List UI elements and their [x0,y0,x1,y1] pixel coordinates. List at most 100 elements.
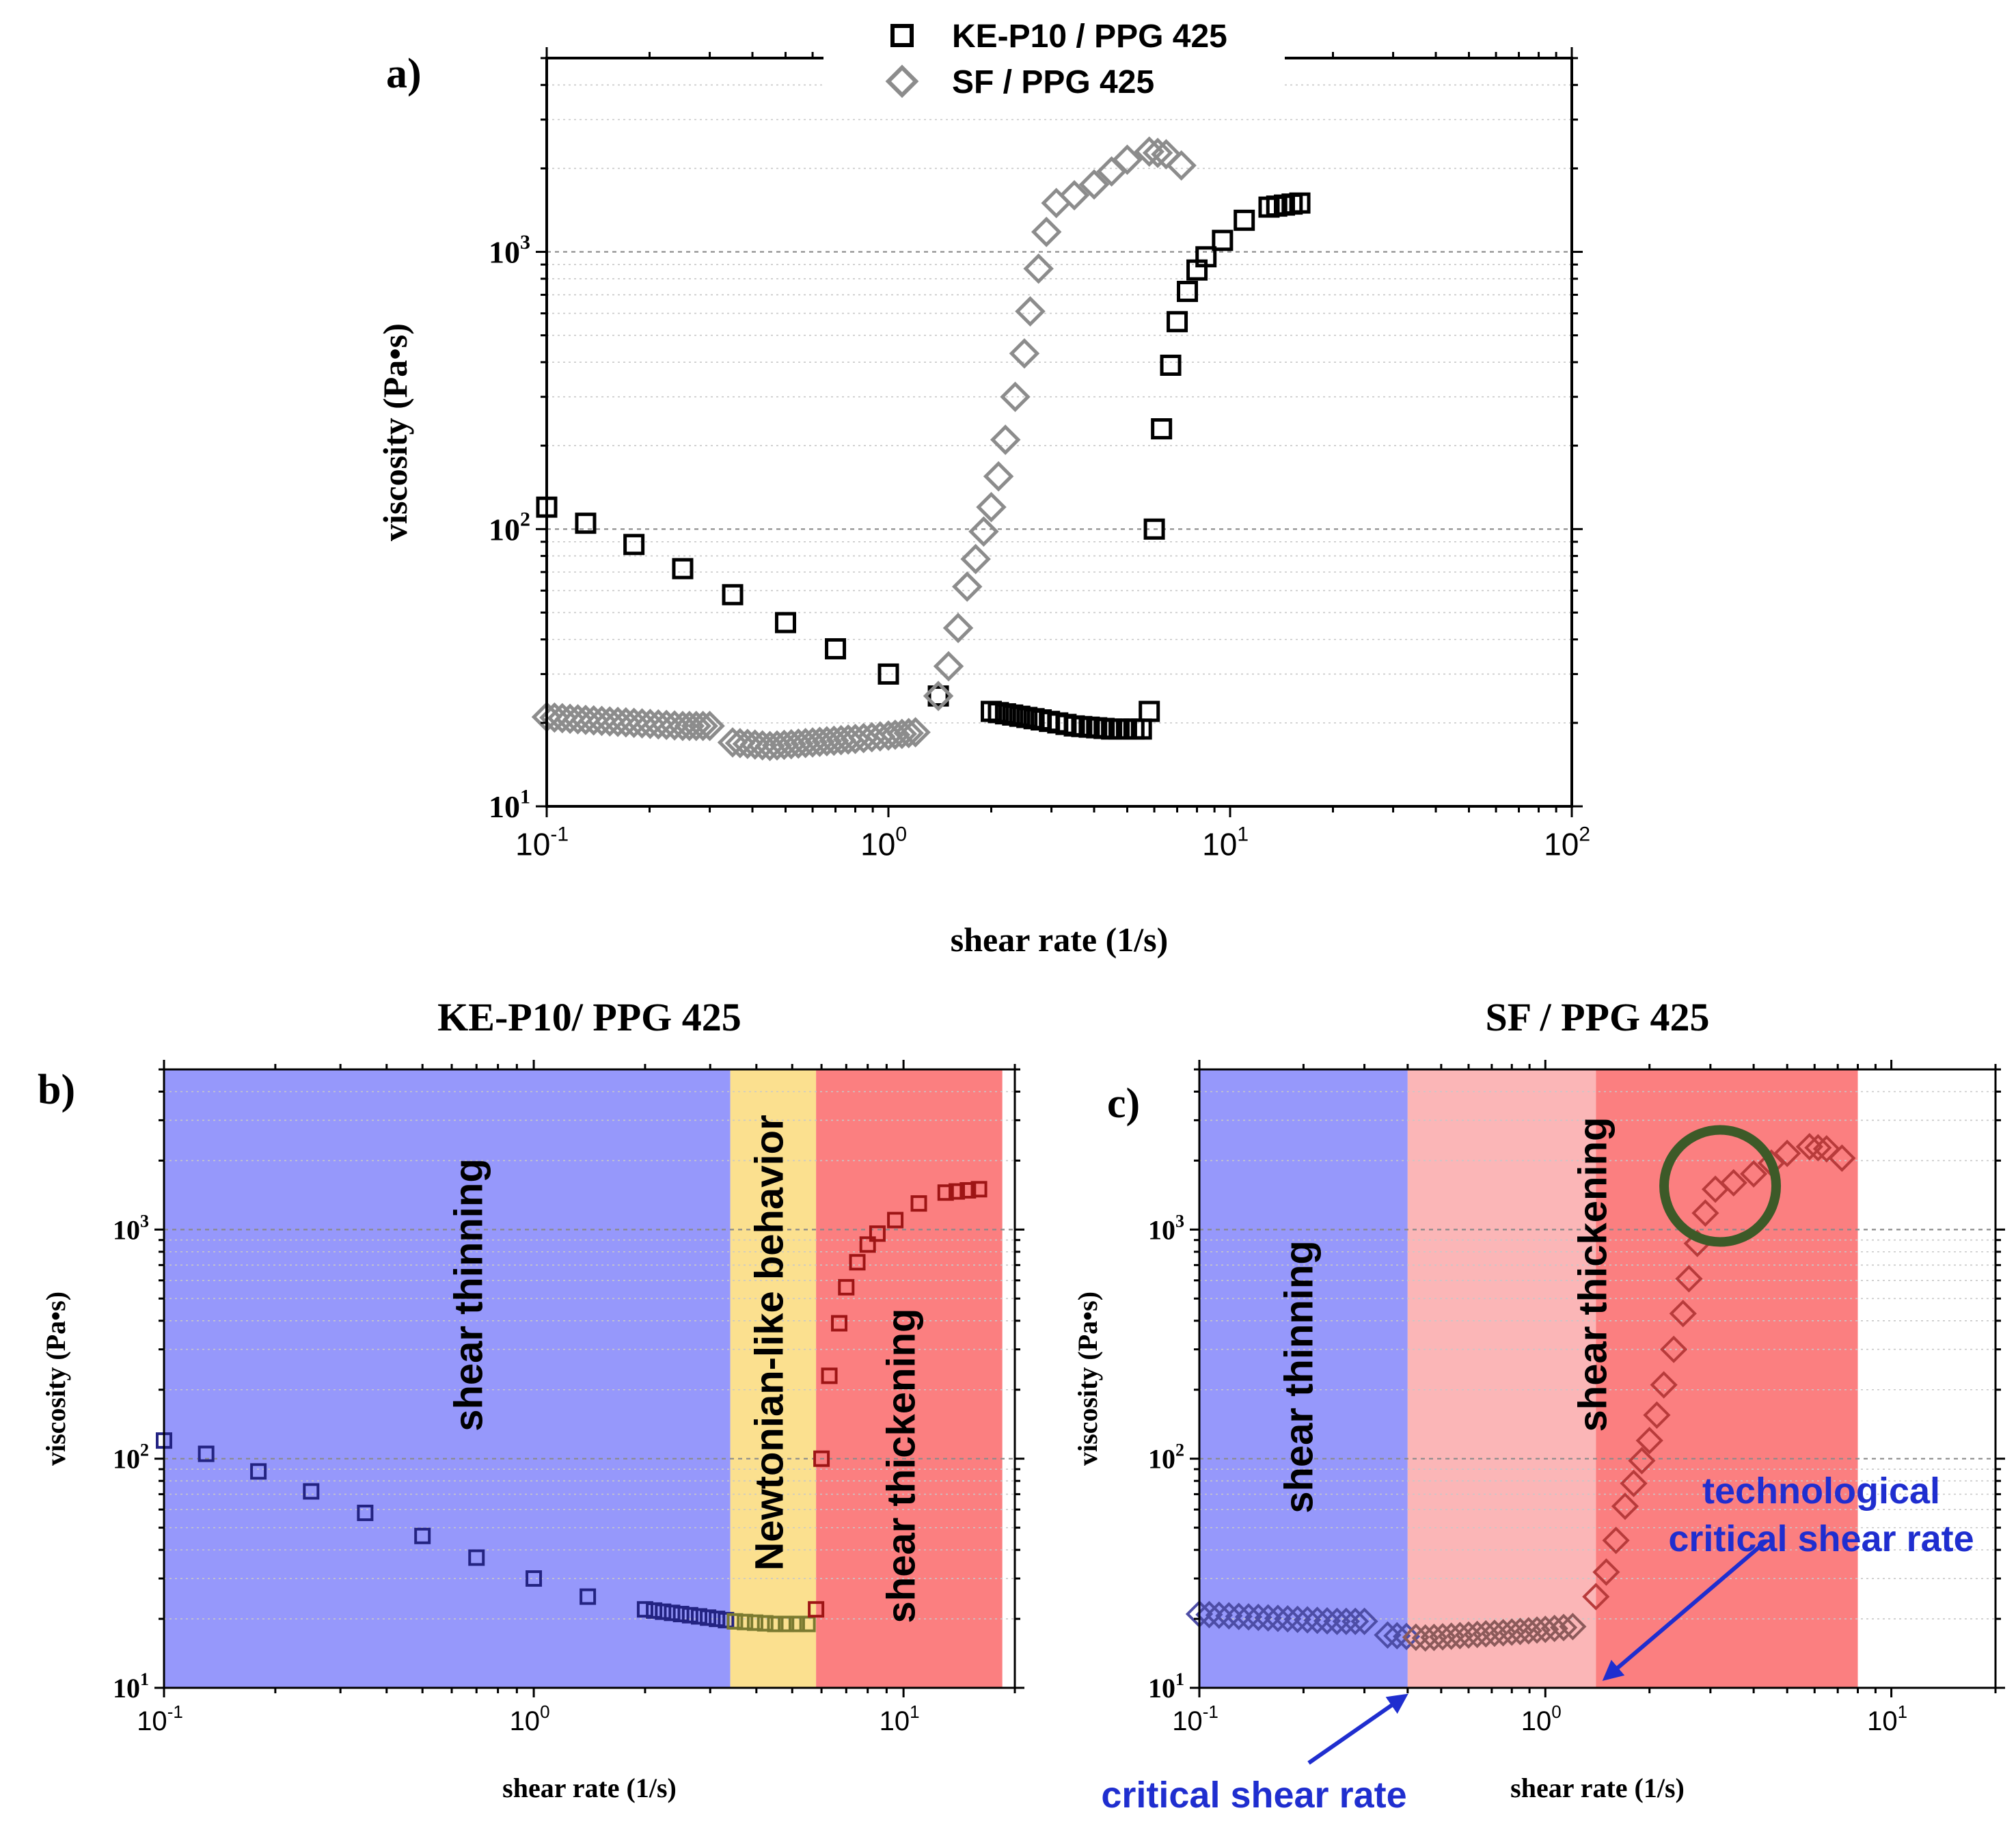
highlight-circle [1659,1125,1782,1247]
y-tick-exp: 3 [1175,1211,1184,1231]
data-point [900,717,931,748]
data-point [1549,1613,1578,1641]
y-tick-base: 10 [1148,1673,1175,1704]
data-point [655,1603,672,1620]
data-point [1274,1604,1302,1633]
data-point [1675,1265,1703,1293]
data-point [782,728,814,759]
data-point [1804,1134,1832,1162]
data-point [1294,1606,1322,1634]
data-point [694,711,725,741]
data-point [1341,1607,1370,1635]
data-point [831,1315,848,1332]
data-point [968,516,999,547]
data-point [1812,1135,1840,1163]
data-point [357,1505,374,1522]
y-tick-exp: 2 [520,508,530,531]
x-tick-base: 10 [1867,1706,1898,1736]
data-point [526,1570,543,1587]
region-b-2 [816,1069,1003,1688]
data-point [825,638,847,659]
y-tick-base: 10 [489,789,520,824]
data-point [700,1609,717,1626]
region-c-0 [1199,1069,1408,1688]
y-tick-label: 101 [1148,1669,1184,1704]
x-tick-exp: 0 [895,823,907,846]
y-tick-label: 101 [113,1669,149,1704]
series-a-0 [536,192,1311,740]
data-point [1620,1469,1648,1497]
y-tick-label: 102 [489,508,530,547]
data-point [776,728,807,760]
data-point [1142,137,1173,169]
x-tick-label: 100 [860,823,907,862]
data-point [1254,1604,1282,1632]
panel-label: c) [1107,1080,1140,1127]
data-point [687,711,718,741]
data-point [664,1604,681,1622]
data-point [1289,192,1311,214]
data-point [893,717,924,749]
x-tick-base: 10 [510,1706,541,1736]
panel-label: b) [38,1067,75,1113]
legend: KE-P10 / PPG 425 SF / PPG 425 [823,14,1285,109]
region-labels-c: shear thinning shear thickening [1277,1117,1615,1514]
data-point [910,1195,927,1212]
data-point [886,718,918,750]
data-point [1151,139,1182,169]
region-label: shear thickening [1570,1117,1615,1432]
data-point [1134,136,1164,167]
y-tick-exp: 2 [140,1440,149,1460]
data-point [1143,518,1165,540]
data-point [672,558,694,579]
data-point [757,1615,774,1632]
data-point [1643,1401,1671,1429]
x-tick-exp: 1 [1898,1701,1907,1722]
data-point [1635,1427,1663,1455]
data-point [1078,169,1110,200]
data-point [1402,1623,1430,1652]
x-tick-base: 10 [1544,826,1579,862]
data-point [923,681,954,711]
data-point [1234,1603,1263,1631]
region-label: Newtonian-like behavior [747,1115,791,1570]
data-point [1691,1199,1719,1227]
data-point [976,491,1007,523]
data-point [774,612,796,633]
x-tick-base: 10 [1202,826,1237,862]
region-b-1 [730,1069,817,1688]
x-tick-base: 10 [860,826,895,862]
x-tick-base: 10 [137,1706,167,1736]
data-point [1215,1602,1243,1630]
y-axis-label: viscosity (Pa•s) [376,323,414,541]
data-point [1177,280,1199,302]
x-tick-base: 10 [515,826,550,862]
y-tick-exp: 1 [520,785,530,808]
data-point [1059,180,1090,211]
data-point [887,1212,904,1229]
y-axis-label: viscosity (Pa•s) [40,1291,71,1466]
data-point [927,685,949,707]
data-point [1195,246,1217,268]
x-axis-label: shear rate (1/s) [502,1773,677,1803]
data-point [1323,1607,1351,1635]
data-point [580,1588,597,1605]
data-point [681,711,712,741]
data-point [691,1608,708,1625]
data-point [1392,1622,1421,1651]
data-point [960,543,991,575]
data-point [1559,1613,1587,1641]
y-tick-label: 103 [113,1211,149,1245]
arrow [1307,1693,1408,1765]
data-point [1313,1607,1341,1635]
data-point [951,571,983,602]
plot-frame-a [545,57,1573,808]
data-point [681,1607,698,1624]
x-tick-label: 100 [1521,1701,1562,1736]
gridlines-b [164,1091,1015,1619]
x-axis-label: shear rate (1/s) [951,920,1168,959]
y-tick-base: 10 [489,512,520,547]
y-tick-base: 10 [113,1214,140,1245]
data-point [575,512,597,534]
